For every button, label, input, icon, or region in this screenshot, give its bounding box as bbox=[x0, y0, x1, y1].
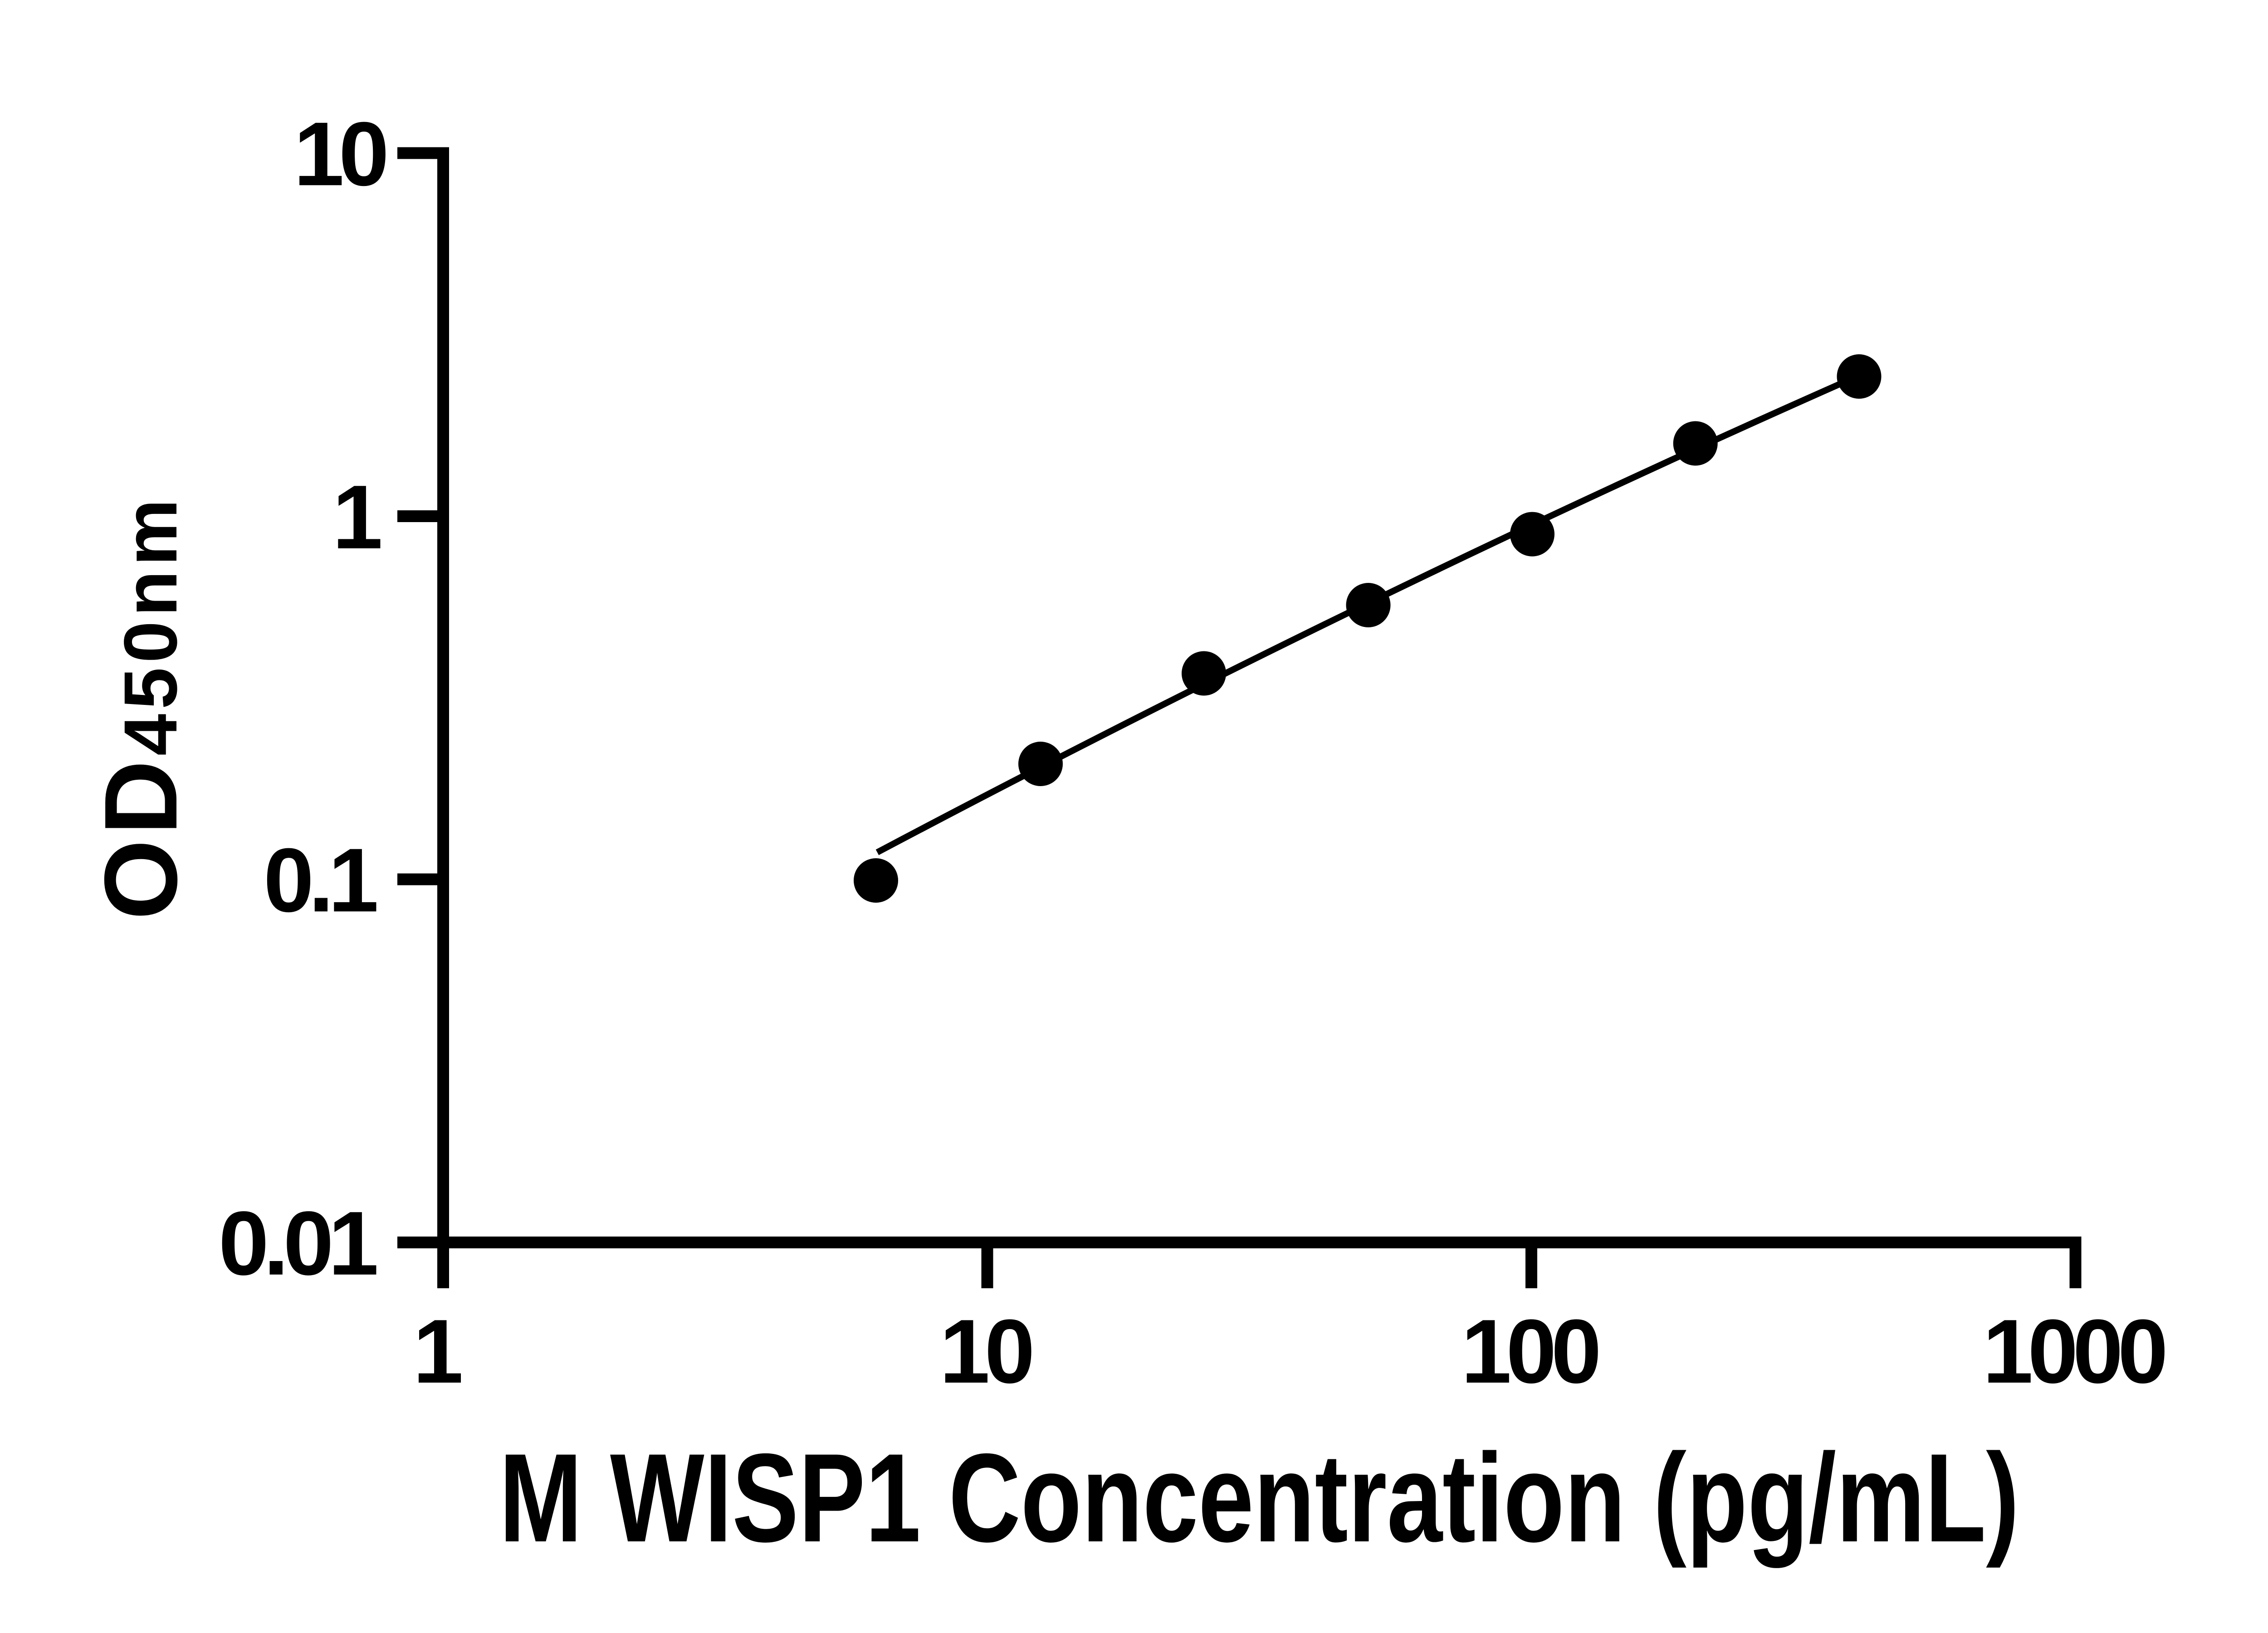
svg-text:1: 1 bbox=[332, 467, 383, 568]
svg-text:10: 10 bbox=[939, 1301, 1031, 1402]
svg-text:1000: 1000 bbox=[1983, 1301, 2165, 1402]
svg-text:0.01: 0.01 bbox=[219, 1193, 376, 1294]
svg-text:1: 1 bbox=[413, 1301, 463, 1402]
svg-text:M WISP1 Concentration (pg/mL): M WISP1 Concentration (pg/mL) bbox=[499, 1428, 2019, 1568]
svg-text:10: 10 bbox=[294, 103, 386, 205]
svg-text:OD450nm: OD450nm bbox=[83, 494, 199, 920]
svg-text:100: 100 bbox=[1461, 1301, 1598, 1402]
svg-text:0.1: 0.1 bbox=[264, 830, 376, 931]
